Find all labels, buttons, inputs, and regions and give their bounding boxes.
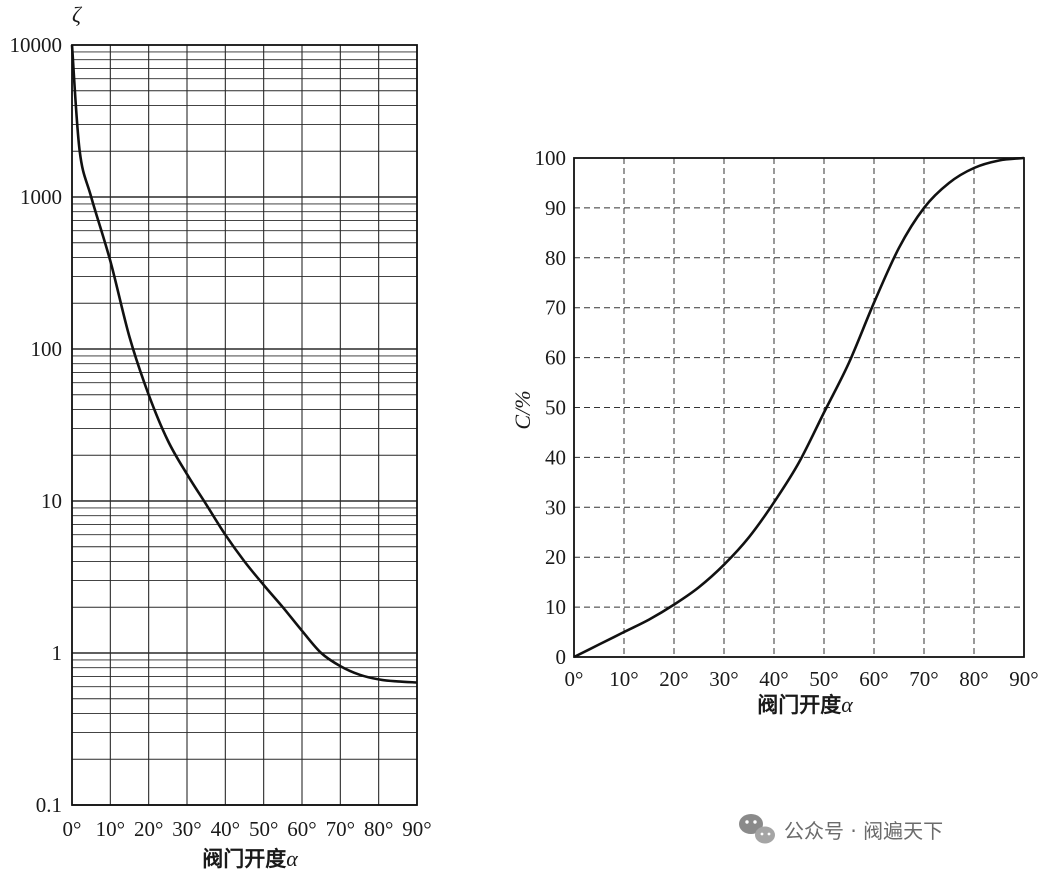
left-x-tick-label: 50° [249,817,278,841]
right-x-tick-label: 10° [609,667,638,691]
left-plot-border [71,44,418,806]
right-x-axis-label-symbol: α [841,692,853,717]
left-x-tick-label: 90° [402,817,431,841]
left-x-tick-label: 20° [134,817,163,841]
right-y-tick-label: 90 [545,196,566,220]
left-series-line [70,44,418,684]
right-x-tick-label: 50° [809,667,838,691]
right-x-tick-label: 90° [1009,667,1038,691]
left-x-tick-label: 40° [211,817,240,841]
right-x-axis-label: 阀门开度α [757,692,853,717]
left-y-tick-label: 10000 [10,33,63,57]
right-x-tick-label: 70° [909,667,938,691]
left-x-tick-label: 10° [96,817,125,841]
left-frame [71,44,418,806]
right-series-line [573,156,1025,659]
watermark: 公众号 · 阀遍天下 [739,814,943,844]
right-x-axis-label-text: 阀门开度 [757,693,841,717]
left-x-tick-label: 30° [172,817,201,841]
right-y-tick-label: 60 [545,346,566,370]
right-y-tick-label: 100 [535,146,567,170]
left-y-tick-label: 100 [31,337,63,361]
left-x-tick-label: 0° [63,817,82,841]
left-y-tick-label: 0.1 [36,793,62,817]
right-y-tick-label: 0 [556,645,567,669]
left-x-axis-label-symbol: α [286,846,298,871]
wechat-icon [739,814,775,844]
left-y-tick-label: 1000 [20,185,62,209]
right-y-tick-label: 30 [545,495,566,519]
right-y-tick-label: 70 [545,296,566,320]
right-y-axis-label: C/% [510,390,535,429]
right-x-tick-label: 0° [565,667,584,691]
right-y-tick-label: 10 [545,595,566,619]
left-x-tick-label: 80° [364,817,393,841]
left-x-ticks: 0° 10° 20° 30° 40° 50° 60° 70° 80° 90° [63,817,432,841]
left-x-tick-label: 70° [326,817,355,841]
right-plot-border [573,157,1025,658]
left-y-axis-symbol: ζ [72,2,83,27]
right-y-tick-label: 80 [545,246,566,270]
left-y-tick-label: 10 [41,489,62,513]
c-percent-chart: 0 10 20 30 40 50 60 70 80 90 100 0° 10° 20° 30° 40° 50°… [510,146,1039,717]
right-grid [573,157,1025,658]
right-y-tick-label: 40 [545,445,566,469]
right-frame [573,157,1025,658]
right-x-tick-label: 20° [659,667,688,691]
left-x-axis-label-text: 阀门开度 [202,847,286,871]
left-x-axis-label: 阀门开度α [202,846,298,871]
right-y-tick-label: 50 [545,396,566,420]
right-x-tick-label: 60° [859,667,888,691]
zeta-log-chart: 10000 1000 100 10 1 0.1 0° 10° 20° 30° 40° 50° 60° 7… [10,2,432,871]
right-y-tick-label: 20 [545,545,566,569]
right-x-tick-label: 30° [709,667,738,691]
right-x-tick-label: 80° [959,667,988,691]
right-x-tick-label: 40° [759,667,788,691]
left-x-tick-label: 60° [287,817,316,841]
left-y-tick-label: 1 [52,641,63,665]
left-grid [71,45,418,806]
right-y-ticks: 0 10 20 30 40 50 60 70 80 90 100 [535,146,567,669]
left-y-ticks: 10000 1000 100 10 1 0.1 [10,33,63,817]
watermark-text: 公众号 · 阀遍天下 [784,819,943,843]
right-x-ticks: 0° 10° 20° 30° 40° 50° 60° 70° 80° 90° [565,667,1039,691]
